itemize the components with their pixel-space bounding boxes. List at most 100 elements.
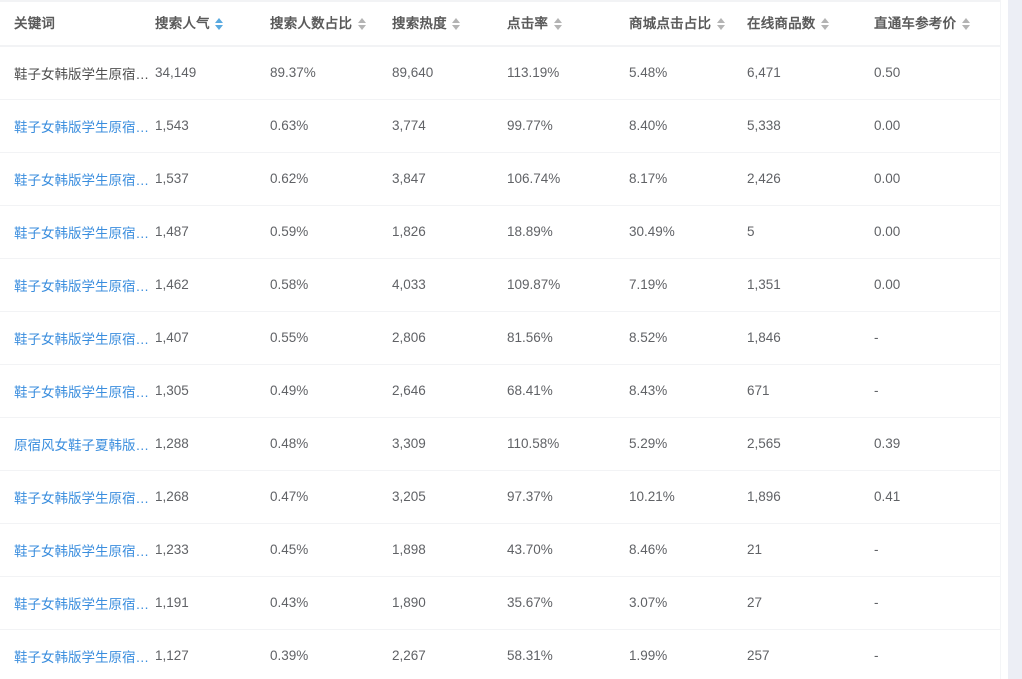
sort-arrows-icon[interactable] [716, 17, 725, 31]
cell-keyword[interactable]: 鞋子女韩版学生原宿风... [0, 629, 155, 679]
cell-search_pop: 1,543 [155, 99, 270, 153]
cell-keyword[interactable]: 鞋子女韩版学生原宿风... [0, 470, 155, 524]
cell-online_items: 27 [747, 576, 874, 630]
sort-arrows-icon[interactable] [821, 17, 830, 31]
cell-keyword[interactable]: 鞋子女韩版学生原宿风... [0, 523, 155, 577]
keyword-link[interactable]: 鞋子女韩版学生原宿风... [14, 490, 155, 506]
cell-keyword[interactable]: 原宿风女鞋子夏韩版学... [0, 417, 155, 471]
column-header-label: 搜索人数占比 [270, 15, 353, 31]
sort-arrows-icon[interactable] [553, 17, 562, 31]
cell-ctr: 68.41% [507, 364, 629, 418]
table-row[interactable]: 鞋子女韩版学生原宿风... 1,233 0.45% 1,898 43.70% 8.46% 2… [0, 523, 1008, 577]
table-row[interactable]: 鞋子女韩版学生原宿风... 1,268 0.47% 3,205 97.37% 10.21%… [0, 470, 1008, 524]
cell-value: 89,640 [392, 65, 434, 81]
sort-arrows-icon[interactable] [961, 17, 970, 31]
column-header-label: 直通车参考价 [874, 15, 957, 31]
cell-value: 1,305 [155, 383, 189, 398]
cell-value: 671 [747, 383, 770, 398]
column-header-ztc_price[interactable]: 直通车参考价 [874, 0, 1008, 47]
cell-value: 0.43% [270, 595, 309, 610]
keyword-link[interactable]: 原宿风女鞋子夏韩版学... [14, 437, 155, 453]
table-row[interactable]: 原宿风女鞋子夏韩版学... 1,288 0.48% 3,309 110.58% 5.29%… [0, 417, 1008, 471]
cell-value: 0.63% [270, 118, 309, 133]
cell-online_items: 1,896 [747, 470, 874, 524]
cell-value: 3,847 [392, 171, 426, 186]
column-header-online_items[interactable]: 在线商品数 [747, 0, 874, 47]
table-row[interactable]: 鞋子女韩版学生原宿风... 1,305 0.49% 2,646 68.41% 8.43% 6… [0, 364, 1008, 418]
column-header-search_heat[interactable]: 搜索热度 [392, 0, 507, 47]
keyword-link[interactable]: 鞋子女韩版学生原宿风... [14, 172, 155, 188]
cell-online_items: 2,565 [747, 417, 874, 471]
table-row[interactable]: 鞋子女韩版学生原宿风... 1,487 0.59% 1,826 18.89% 30.49%… [0, 205, 1008, 259]
cell-value: 1,898 [392, 542, 426, 557]
table-row[interactable]: 鞋子女韩版学生原宿风... 1,127 0.39% 2,267 58.31% 1.99% 2… [0, 629, 1008, 679]
table-row[interactable]: 鞋子女韩版学生原宿风... 1,543 0.63% 3,774 99.77% 8.40% 5… [0, 99, 1008, 153]
cell-searcher_share: 0.55% [270, 311, 392, 365]
table-row[interactable]: 鞋子女韩版学生原宿风... 1,407 0.55% 2,806 81.56% 8.52% 1… [0, 311, 1008, 365]
cell-value: 8.40% [629, 118, 668, 133]
cell-search_pop: 1,487 [155, 205, 270, 259]
cell-value: 0.00 [874, 277, 901, 292]
cell-value: 2,565 [747, 436, 781, 451]
table-row[interactable]: 鞋子女韩版学生原宿风... 1,462 0.58% 4,033 109.87% 7.19%… [0, 258, 1008, 312]
column-header-search_pop[interactable]: 搜索人气 [155, 0, 270, 47]
cell-value: 0.48% [270, 436, 309, 451]
cell-keyword[interactable]: 鞋子女韩版学生原宿风... [0, 311, 155, 365]
cell-value: 5.48% [629, 65, 668, 81]
keyword-link[interactable]: 鞋子女韩版学生原宿风... [14, 384, 155, 400]
keyword-link[interactable]: 鞋子女韩版学生原宿风... [14, 119, 155, 135]
cell-value: 0.59% [270, 224, 309, 239]
cell-value: - [874, 648, 879, 663]
cell-value: 2,646 [392, 383, 426, 398]
column-header-searcher_share[interactable]: 搜索人数占比 [270, 0, 392, 47]
sort-arrows-icon[interactable] [215, 17, 224, 31]
table-row[interactable]: 鞋子女韩版学生原宿风... 1,191 0.43% 1,890 35.67% 3.07% 2… [0, 576, 1008, 630]
cell-search_pop: 1,127 [155, 629, 270, 679]
cell-searcher_share: 0.62% [270, 152, 392, 206]
cell-search_pop: 1,407 [155, 311, 270, 365]
sort-arrows-icon[interactable] [357, 17, 366, 31]
cell-keyword[interactable]: 鞋子女韩版学生原宿风... [0, 258, 155, 312]
cell-ztc_price: 0.41 [874, 470, 1008, 524]
column-header-label: 点击率 [507, 15, 549, 31]
cell-ztc_price: 0.00 [874, 258, 1008, 312]
cell-keyword[interactable]: 鞋子女韩版学生原宿风... [0, 205, 155, 259]
cell-searcher_share: 0.47% [270, 470, 392, 524]
cell-value: 0.00 [874, 118, 901, 133]
keyword-link[interactable]: 鞋子女韩版学生原宿风... [14, 649, 155, 665]
table-row[interactable]: 鞋子女韩版学生原宿风... 34,149 89.37% 89,640 113.19% 5.… [0, 46, 1008, 100]
cell-keyword[interactable]: 鞋子女韩版学生原宿风... [0, 364, 155, 418]
sort-arrows-icon[interactable] [452, 17, 461, 31]
cell-value: 1,407 [155, 330, 189, 345]
cell-keyword[interactable]: 鞋子女韩版学生原宿风... [0, 46, 155, 100]
cell-search_heat: 1,826 [392, 205, 507, 259]
cell-value: 257 [747, 648, 770, 663]
cell-value: 99.77% [507, 118, 553, 133]
column-header-ctr[interactable]: 点击率 [507, 0, 629, 47]
keyword-link[interactable]: 鞋子女韩版学生原宿风... [14, 66, 155, 82]
cell-mall_click: 30.49% [629, 205, 747, 259]
cell-value: 0.00 [874, 171, 901, 186]
column-header-label: 关键词 [14, 15, 56, 31]
cell-ztc_price: - [874, 576, 1008, 630]
cell-keyword[interactable]: 鞋子女韩版学生原宿风... [0, 152, 155, 206]
cell-mall_click: 8.43% [629, 364, 747, 418]
keyword-link[interactable]: 鞋子女韩版学生原宿风... [14, 278, 155, 294]
cell-ctr: 99.77% [507, 99, 629, 153]
column-header-mall_click[interactable]: 商城点击占比 [629, 0, 747, 47]
keyword-link[interactable]: 鞋子女韩版学生原宿风... [14, 331, 155, 347]
cell-search_pop: 1,268 [155, 470, 270, 524]
cell-ztc_price: - [874, 629, 1008, 679]
cell-search_heat: 3,205 [392, 470, 507, 524]
cell-keyword[interactable]: 鞋子女韩版学生原宿风... [0, 576, 155, 630]
keyword-link[interactable]: 鞋子女韩版学生原宿风... [14, 225, 155, 241]
cell-search_heat: 2,646 [392, 364, 507, 418]
cell-value: 1,127 [155, 648, 189, 663]
cell-keyword[interactable]: 鞋子女韩版学生原宿风... [0, 99, 155, 153]
keyword-link[interactable]: 鞋子女韩版学生原宿风... [14, 596, 155, 612]
table-row[interactable]: 鞋子女韩版学生原宿风... 1,537 0.62% 3,847 106.74% 8.17%… [0, 152, 1008, 206]
cell-ctr: 110.58% [507, 417, 629, 471]
cell-ztc_price: 0.00 [874, 152, 1008, 206]
keyword-link[interactable]: 鞋子女韩版学生原宿风... [14, 543, 155, 559]
